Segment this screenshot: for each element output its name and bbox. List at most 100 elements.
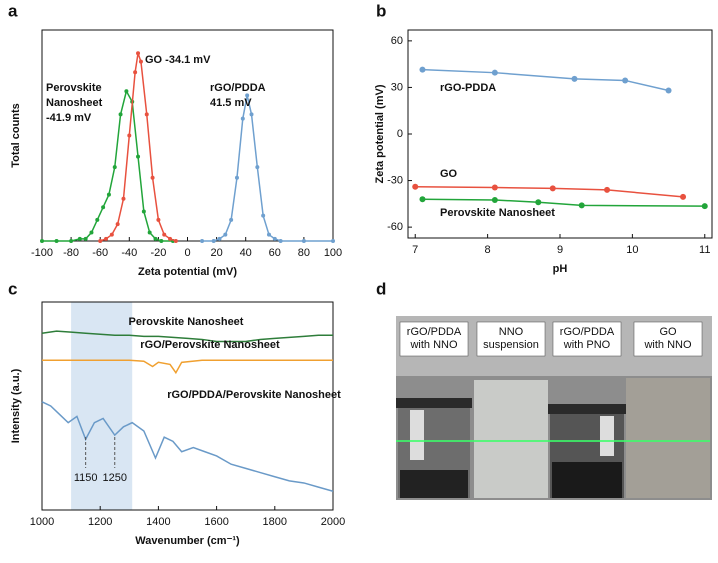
- marker: [217, 236, 222, 241]
- x-tick-label: 20: [210, 247, 222, 259]
- panel-label: a: [8, 1, 18, 20]
- y-tick-label: -60: [387, 221, 403, 233]
- marker: [255, 165, 260, 170]
- x-tick-label: -60: [92, 247, 108, 259]
- marker: [234, 175, 239, 180]
- x-tick-label: -100: [31, 247, 53, 259]
- marker: [278, 239, 283, 243]
- marker: [168, 236, 173, 241]
- photo-label-box: [552, 321, 622, 357]
- series-line: [202, 95, 333, 242]
- annotation: Perovskite: [46, 82, 102, 94]
- marker: [491, 69, 498, 76]
- plot-frame: [41, 301, 334, 511]
- shaded-region: [71, 302, 133, 510]
- panel-label: b: [376, 1, 386, 20]
- marker: [331, 239, 335, 243]
- marker: [412, 183, 419, 190]
- jar-rim-3: [548, 404, 626, 414]
- y-tick-label: -30: [387, 174, 403, 186]
- x-tick-label: 10: [626, 244, 638, 256]
- marker: [261, 213, 266, 218]
- marker: [173, 239, 178, 243]
- marker: [491, 184, 498, 191]
- marker: [680, 193, 687, 200]
- photo-label-box: [476, 321, 546, 357]
- holder-3: [600, 416, 614, 456]
- marker: [549, 185, 556, 192]
- x-tick-label: 1200: [88, 516, 112, 528]
- photo-label: suspension: [483, 339, 539, 351]
- marker: [101, 205, 106, 210]
- annotation: Nanosheet: [46, 97, 103, 109]
- marker: [419, 66, 426, 73]
- photo-label-box: [399, 321, 469, 357]
- x-tick-label: 60: [269, 247, 281, 259]
- marker: [136, 51, 141, 56]
- series-line: [99, 52, 177, 242]
- marker: [229, 217, 234, 222]
- series-line: [415, 186, 684, 198]
- series-label: Perovskite Nanosheet: [129, 316, 244, 328]
- marker: [604, 186, 611, 193]
- series-label: rGO-PDDA: [440, 82, 496, 94]
- marker: [77, 236, 82, 241]
- marker: [144, 112, 149, 117]
- marker: [159, 239, 164, 243]
- x-tick-label: -80: [63, 247, 79, 259]
- series-label: rGO/PDDA/Perovskite Nanosheet: [167, 389, 341, 401]
- marker: [95, 217, 100, 222]
- holder-1: [410, 410, 424, 460]
- marker: [223, 232, 228, 237]
- x-tick-label: 8: [485, 244, 491, 256]
- marker: [147, 230, 152, 235]
- series-label: rGO/Perovskite Nanosheet: [140, 339, 280, 351]
- marker: [118, 112, 123, 117]
- y-axis-label: Total counts: [10, 103, 22, 168]
- photo-label-box: [633, 321, 703, 357]
- x-tick-label: 11: [699, 244, 710, 256]
- marker: [622, 77, 629, 84]
- y-tick-label: 30: [391, 81, 403, 93]
- marker: [266, 232, 271, 237]
- photo-label: rGO/PDDA: [560, 326, 615, 338]
- marker: [141, 209, 146, 214]
- marker: [156, 217, 161, 222]
- x-tick-label: 100: [324, 247, 342, 259]
- series-line: [41, 330, 333, 343]
- marker: [150, 175, 155, 180]
- series-line: [422, 198, 705, 207]
- jar-2: [474, 380, 548, 498]
- marker: [54, 239, 59, 243]
- annotation: GO -34.1 mV: [145, 54, 211, 66]
- panel-label: d: [376, 279, 386, 298]
- marker: [69, 239, 74, 243]
- y-axis-label: Intensity (a.u.): [10, 368, 22, 443]
- x-tick-label: 1800: [263, 516, 287, 528]
- series-label: GO: [440, 168, 458, 180]
- marker: [578, 202, 585, 209]
- marker: [491, 196, 498, 203]
- marker: [136, 154, 141, 159]
- annotation: rGO/PDDA: [210, 82, 266, 94]
- photo-label: GO: [659, 326, 677, 338]
- marker: [162, 232, 167, 237]
- x-axis-label: Wavenumber (cm⁻¹): [135, 535, 240, 547]
- photo-label: rGO/PDDA: [407, 326, 462, 338]
- annotation: 41.5 mV: [210, 97, 252, 109]
- y-tick-label: 0: [397, 128, 403, 140]
- y-tick-label: 60: [391, 35, 403, 47]
- marker: [138, 59, 143, 64]
- photo-label: with PNO: [563, 339, 611, 351]
- marker: [104, 236, 109, 241]
- marker: [272, 236, 277, 241]
- x-axis-label: Zeta potential (mV): [138, 266, 237, 278]
- x-tick-label: -40: [121, 247, 137, 259]
- annotation: -41.9 mV: [46, 112, 92, 124]
- marker: [121, 196, 126, 201]
- photo-label: with NNO: [643, 339, 692, 351]
- marker: [115, 222, 120, 227]
- marker: [112, 165, 117, 170]
- x-tick-label: 80: [298, 247, 310, 259]
